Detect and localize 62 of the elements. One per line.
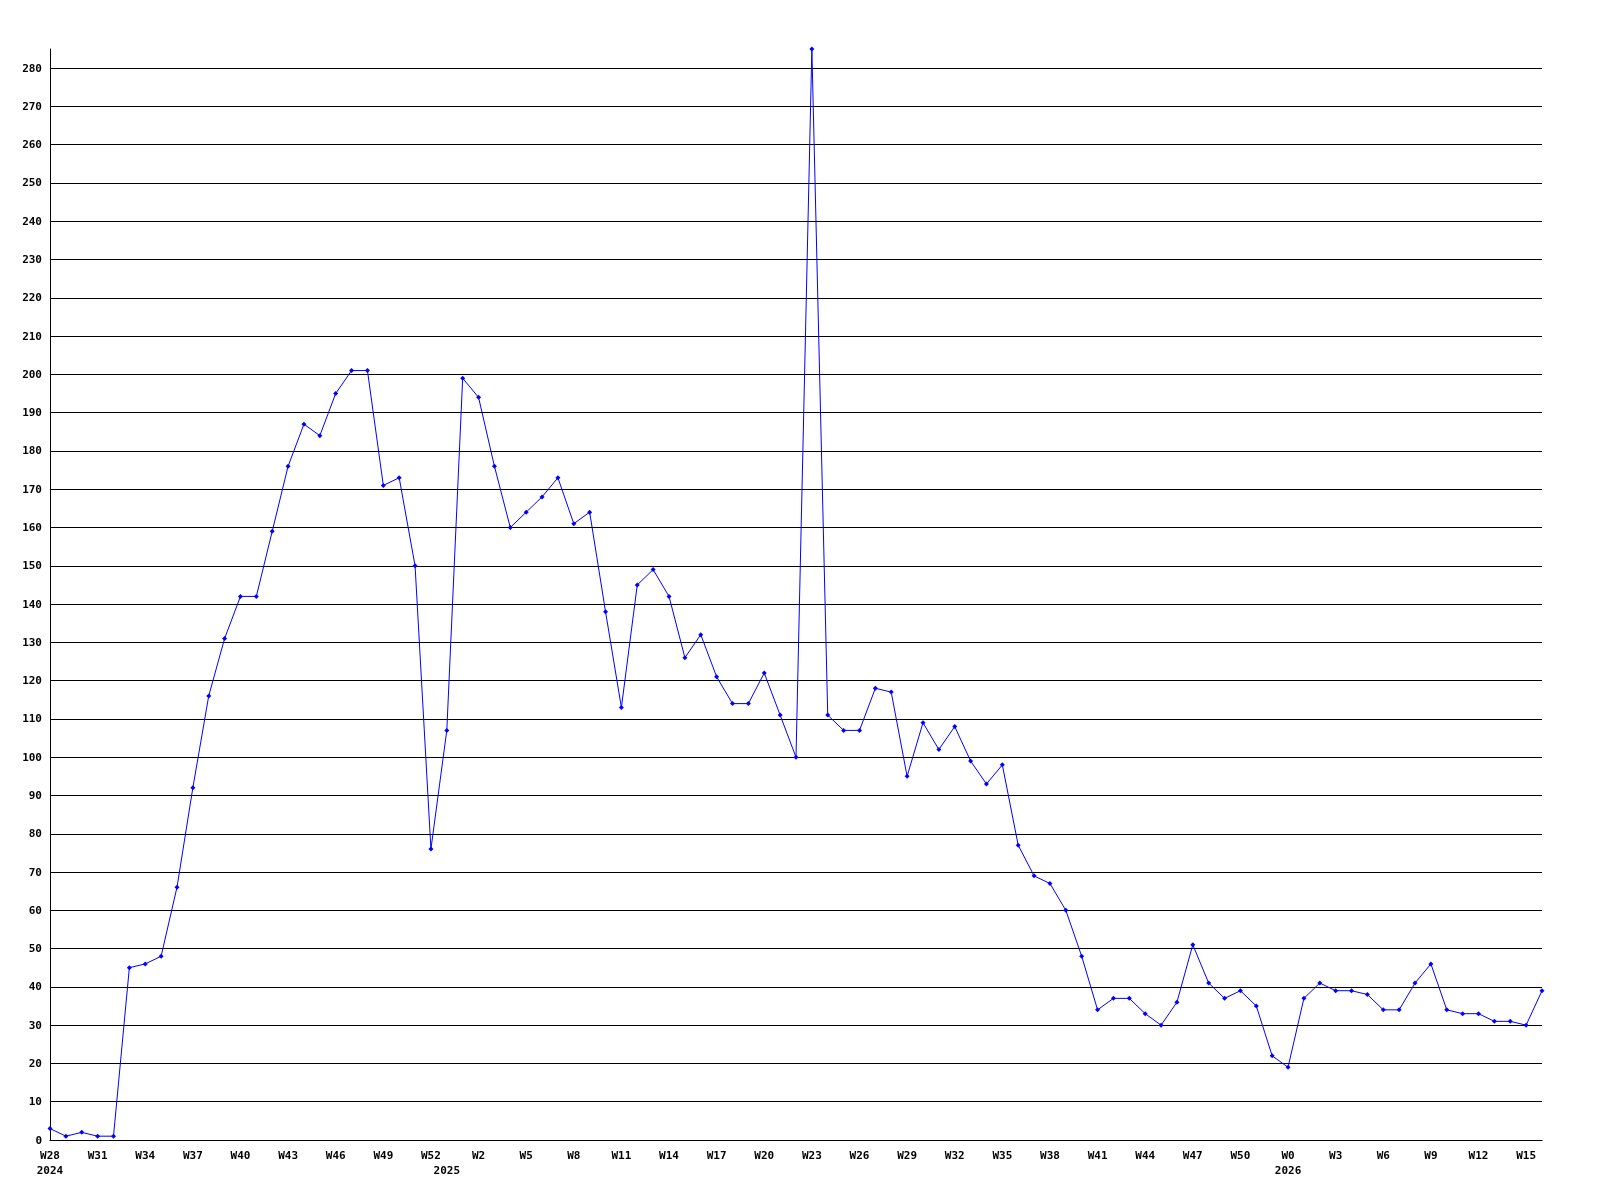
x-tick-label: W52 <box>421 1149 441 1162</box>
y-tick-label: 130 <box>22 635 42 649</box>
y-tick-label: 190 <box>22 406 42 420</box>
x-tick-label: W47 <box>1182 1149 1203 1162</box>
x-tick-label: W9 <box>1424 1149 1438 1162</box>
y-tick-label: 250 <box>22 176 42 190</box>
y-tick-label: 200 <box>22 367 42 381</box>
x-tick-label: W46 <box>325 1149 347 1162</box>
y-tick-label: 70 <box>28 865 42 879</box>
x-tick-label: W37 <box>182 1149 203 1162</box>
x-tick-label: W8 <box>567 1149 581 1162</box>
y-tick-label: 30 <box>28 1018 42 1032</box>
y-tick-label: 280 <box>22 61 42 75</box>
x-tick-label: W43 <box>278 1149 299 1162</box>
x-tick-label: W35 <box>992 1149 1013 1162</box>
x-tick-label: W20 <box>754 1149 775 1162</box>
y-tick-label: 210 <box>22 329 42 343</box>
x-tick-label: W3 <box>1329 1149 1343 1162</box>
x-tick-label: W49 <box>373 1149 394 1162</box>
x-tick-label: W26 <box>849 1149 870 1162</box>
y-tick-label: 170 <box>22 482 42 496</box>
y-tick-label: 110 <box>22 712 42 726</box>
y-tick-label: 140 <box>22 597 42 611</box>
y-tick-label: 80 <box>28 827 42 841</box>
y-tick-label: 160 <box>22 521 42 535</box>
y-tick-label: 20 <box>28 1056 42 1070</box>
y-tick-label: 220 <box>22 291 42 305</box>
x-tick-label: W34 <box>135 1149 156 1162</box>
x-tick-label: W2 <box>471 1149 486 1162</box>
x-tick-label: W17 <box>706 1149 727 1162</box>
x-tick-label: W32 <box>944 1149 965 1162</box>
y-tick-label: 60 <box>28 903 42 917</box>
y-tick-label: 0 <box>35 1133 42 1147</box>
y-tick-label: 180 <box>22 444 42 458</box>
x-tick-label: W40 <box>230 1149 251 1162</box>
y-tick-label: 230 <box>22 253 42 267</box>
y-tick-label: 100 <box>22 750 42 764</box>
y-tick-label: 90 <box>28 788 42 802</box>
x-tick-label: W50 <box>1230 1149 1251 1162</box>
x-tick-label: W11 <box>611 1149 632 1162</box>
x-tick-label: W12 <box>1468 1149 1489 1162</box>
y-tick-label: 50 <box>28 942 42 956</box>
y-tick-label: 240 <box>22 214 42 228</box>
x-tick-label: W44 <box>1135 1149 1156 1162</box>
x-tick-label: W14 <box>659 1149 680 1162</box>
x-tick-label: W6 <box>1376 1149 1391 1162</box>
x-tick-label: W41 <box>1087 1149 1108 1162</box>
x-tick-label: W15 <box>1516 1149 1537 1162</box>
x-tick-label: W0 2026 <box>1274 1149 1302 1177</box>
y-tick-label: 150 <box>22 559 42 573</box>
y-tick-label: 10 <box>28 1095 42 1109</box>
x-tick-label: W28 2024 <box>36 1149 64 1177</box>
x-tick-label: W5 <box>519 1149 533 1162</box>
x-tick-label: W31 <box>87 1149 108 1162</box>
y-tick-label: 40 <box>28 980 42 994</box>
x-tick-label: 2025 <box>433 1164 461 1177</box>
x-tick-label: W29 <box>897 1149 918 1162</box>
y-tick-label: 120 <box>22 674 42 688</box>
y-tick-label: 270 <box>22 99 42 113</box>
x-tick-label: W23 <box>801 1149 822 1162</box>
x-tick-label: W38 <box>1040 1149 1060 1162</box>
y-tick-label: 260 <box>22 138 42 152</box>
